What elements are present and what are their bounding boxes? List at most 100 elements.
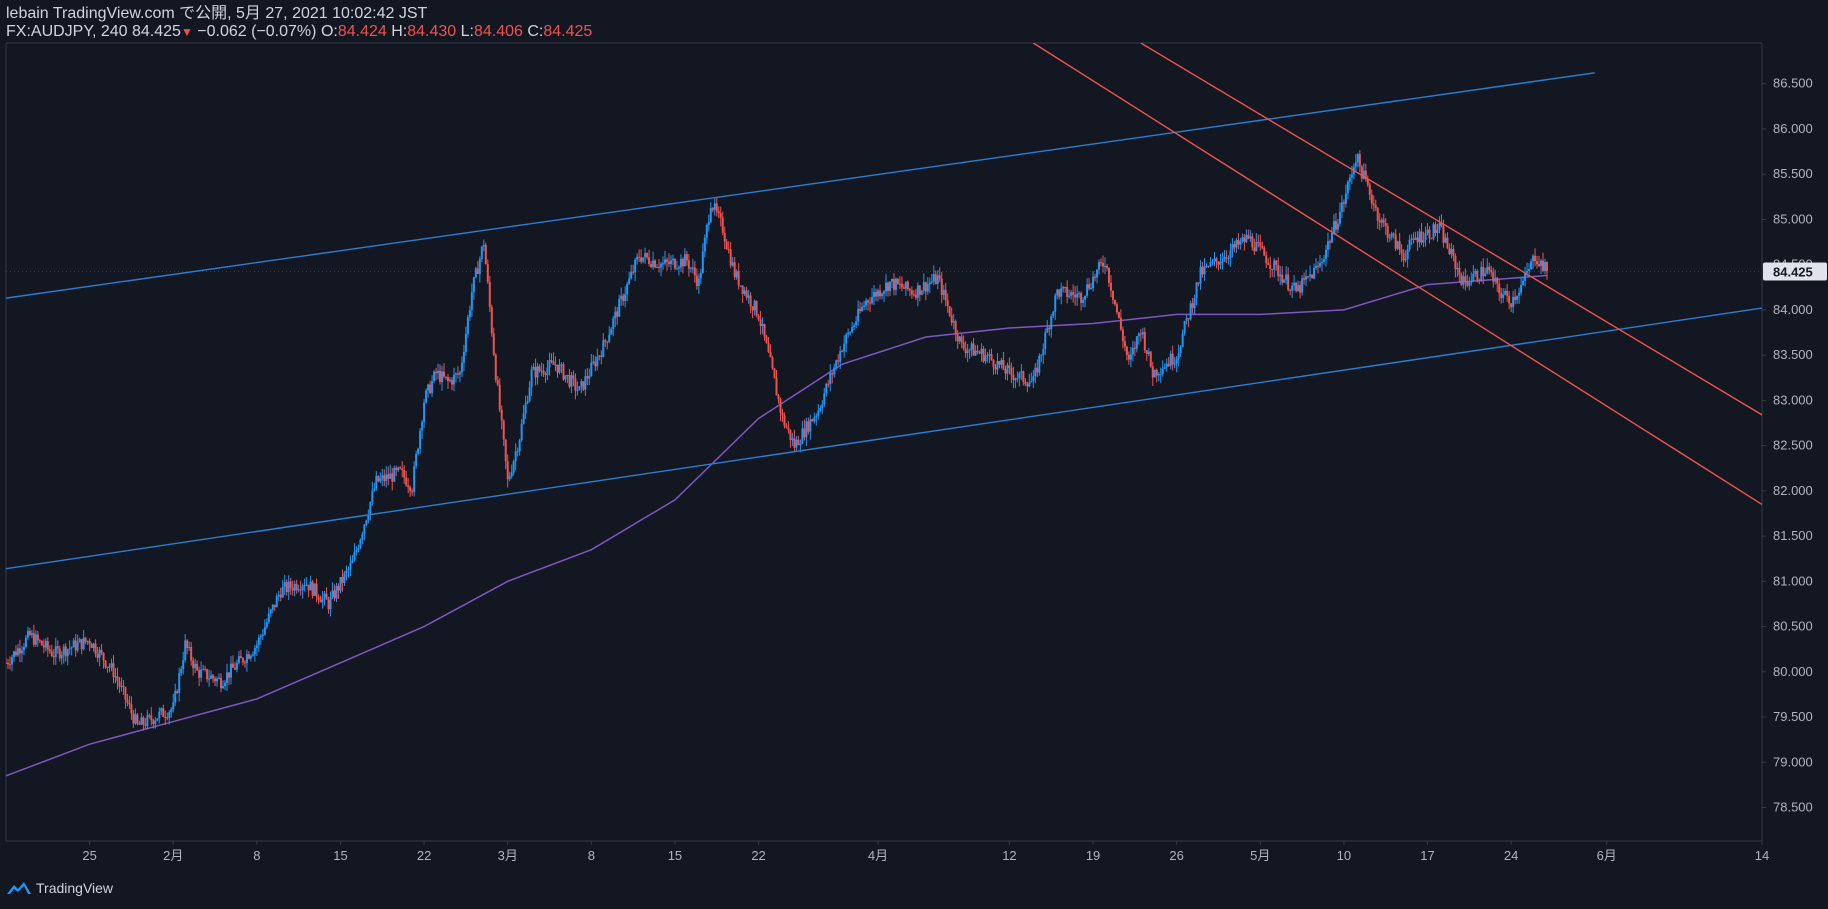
y-tick-label: 80.500 bbox=[1773, 619, 1813, 634]
candle-down bbox=[220, 677, 223, 689]
candle-up bbox=[1390, 233, 1393, 238]
candle-down bbox=[681, 258, 684, 267]
candle-up bbox=[1338, 211, 1341, 224]
candle-down bbox=[1151, 366, 1154, 378]
candle-down bbox=[667, 261, 670, 264]
x-tick-label: 5月 bbox=[1250, 848, 1270, 863]
candle-down bbox=[439, 370, 442, 383]
candle-down bbox=[46, 641, 49, 650]
candle-up bbox=[454, 373, 457, 375]
candle-up bbox=[425, 390, 428, 403]
tradingview-brand[interactable]: TradingView bbox=[6, 880, 113, 896]
candle-up bbox=[829, 373, 832, 384]
candle-up bbox=[809, 419, 812, 432]
candle-down bbox=[1217, 261, 1220, 265]
candle-up bbox=[1183, 320, 1186, 334]
last-price: 84.425 bbox=[132, 23, 181, 40]
candle-up bbox=[705, 224, 708, 238]
candle-up bbox=[417, 448, 420, 454]
candle-up bbox=[76, 642, 79, 651]
x-tick-label: 8 bbox=[588, 848, 595, 863]
candle-up bbox=[472, 277, 475, 293]
candle-up bbox=[1090, 288, 1093, 290]
candle-up bbox=[554, 364, 557, 366]
candle-up bbox=[1486, 266, 1489, 274]
x-tick-label: 12 bbox=[1002, 848, 1016, 863]
candle-up bbox=[1163, 367, 1166, 369]
candle-down bbox=[1257, 241, 1260, 243]
candle-down bbox=[1458, 267, 1461, 276]
candle-down bbox=[723, 232, 726, 242]
candle-up bbox=[580, 381, 583, 387]
candle-down bbox=[108, 666, 111, 668]
candle-up bbox=[662, 263, 665, 265]
candle-up bbox=[1444, 237, 1447, 243]
candle-up bbox=[301, 585, 304, 591]
candle-up bbox=[1336, 223, 1339, 230]
candle-down bbox=[1277, 264, 1280, 277]
candle-down bbox=[785, 425, 788, 428]
candle-down bbox=[673, 258, 676, 269]
candle-down bbox=[291, 587, 294, 591]
candle-up bbox=[596, 356, 599, 367]
candle-down bbox=[214, 678, 217, 682]
candle-down bbox=[1514, 296, 1517, 300]
candle-up bbox=[1078, 293, 1081, 295]
candle-up bbox=[72, 640, 75, 648]
candle-up bbox=[1147, 351, 1150, 354]
candle-up bbox=[114, 676, 117, 678]
candle-up bbox=[12, 651, 15, 658]
candle-down bbox=[544, 373, 547, 375]
candle-up bbox=[188, 647, 191, 649]
candle-down bbox=[1080, 293, 1083, 304]
candle-up bbox=[277, 594, 280, 597]
candle-up bbox=[1052, 311, 1055, 317]
y-tick-label: 84.000 bbox=[1773, 302, 1813, 317]
candle-up bbox=[1297, 285, 1300, 292]
candle-down bbox=[435, 371, 438, 374]
candle-up bbox=[86, 641, 89, 643]
candle-down bbox=[1187, 318, 1190, 320]
candle-down bbox=[148, 715, 151, 717]
candle-down bbox=[1446, 237, 1449, 249]
candle-down bbox=[646, 253, 649, 258]
high-value: 84.430 bbox=[407, 23, 457, 40]
candle-up bbox=[1050, 316, 1053, 330]
candle-down bbox=[1452, 248, 1455, 257]
candle-down bbox=[1263, 247, 1266, 256]
candle-down bbox=[317, 596, 320, 601]
candle-up bbox=[345, 570, 348, 574]
candle-down bbox=[719, 213, 722, 218]
candle-up bbox=[26, 630, 29, 638]
candle-down bbox=[556, 364, 559, 373]
candle-up bbox=[200, 669, 203, 678]
candle-down bbox=[42, 645, 45, 648]
candle-up bbox=[1480, 266, 1483, 281]
candle-down bbox=[654, 260, 657, 268]
candle-down bbox=[1430, 238, 1433, 240]
candle-up bbox=[70, 647, 73, 649]
candle-down bbox=[711, 208, 714, 210]
candle-up bbox=[546, 367, 549, 375]
candle-down bbox=[1376, 208, 1379, 221]
candle-down bbox=[1545, 261, 1548, 272]
candle-up bbox=[1418, 231, 1421, 243]
candle-up bbox=[1173, 363, 1176, 365]
candle-up bbox=[1293, 282, 1296, 286]
candle-down bbox=[956, 334, 959, 342]
trendline-red-3 bbox=[1032, 43, 1762, 506]
candle-up bbox=[1354, 162, 1357, 167]
candle-up bbox=[1161, 368, 1164, 374]
candle-up bbox=[703, 237, 706, 252]
candle-down bbox=[325, 593, 328, 600]
candle-up bbox=[60, 654, 63, 659]
candle-down bbox=[1207, 265, 1210, 267]
candle-down bbox=[118, 681, 121, 687]
candle-down bbox=[1478, 280, 1481, 282]
candle-down bbox=[779, 399, 782, 413]
candle-up bbox=[1221, 261, 1224, 263]
candle-up bbox=[373, 488, 376, 491]
candle-down bbox=[84, 637, 87, 642]
candle-down bbox=[1492, 272, 1495, 282]
